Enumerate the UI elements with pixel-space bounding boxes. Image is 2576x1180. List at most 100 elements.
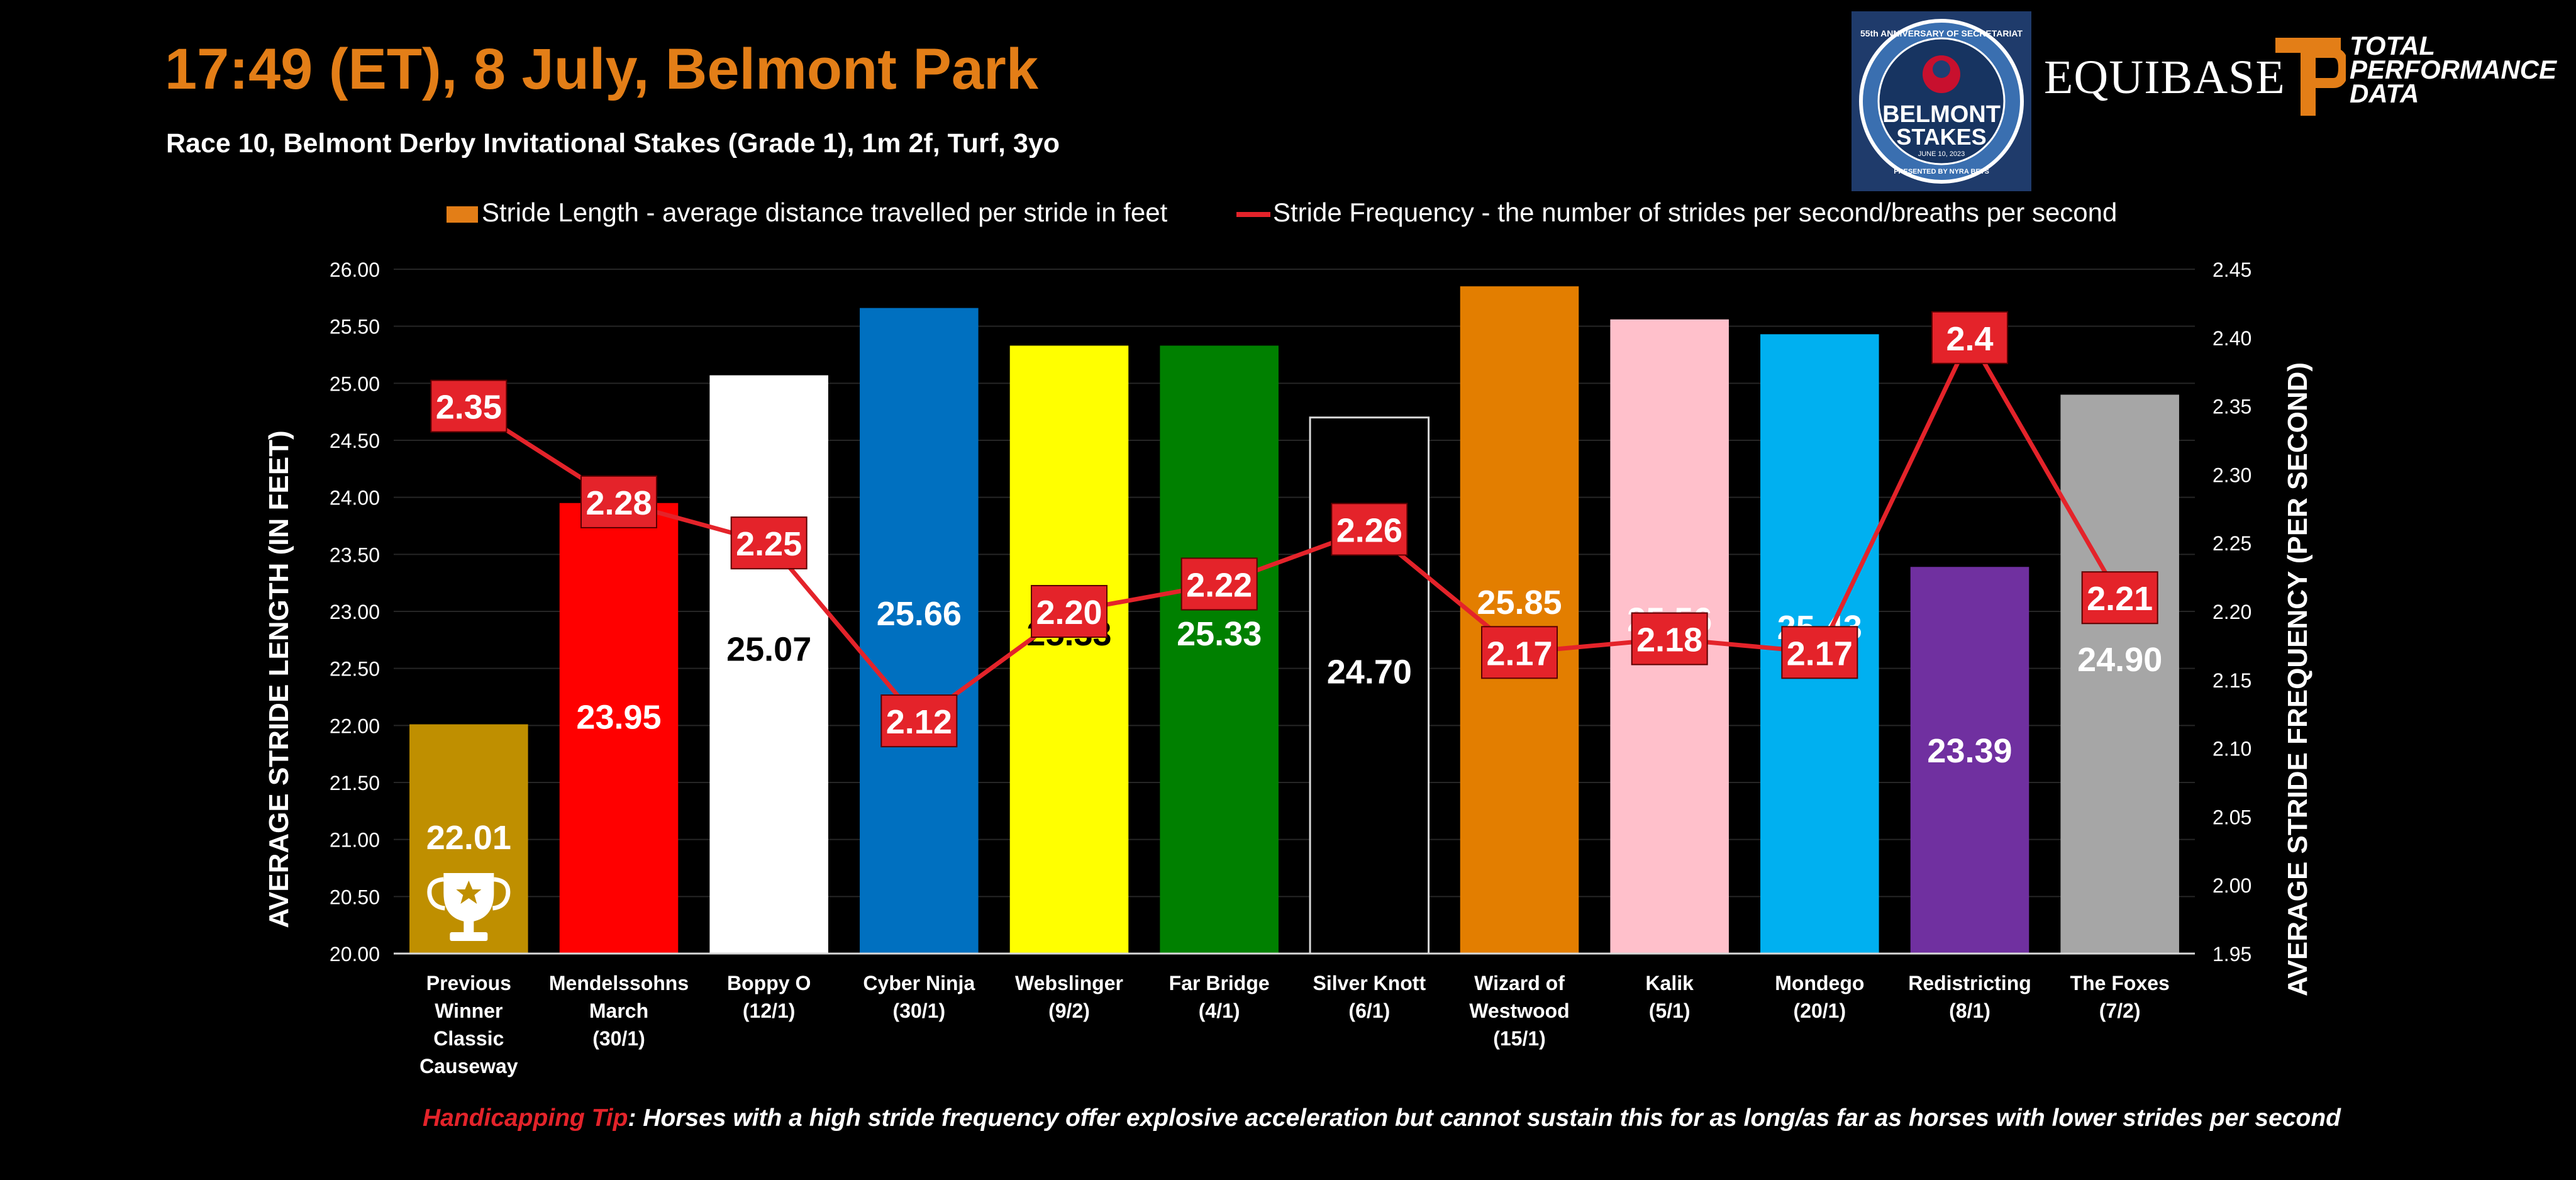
frequency-point-label: 2.17 <box>1787 635 1853 672</box>
x-tick-label-line: (30/1) <box>893 999 946 1022</box>
legend-bar-label: Stride Length - average distance travell… <box>482 198 1168 227</box>
y-tick-label: 24.00 <box>330 487 380 509</box>
x-tick-label: Kalik (5/1) <box>1645 972 1694 1022</box>
y2-tick-label: 2.00 <box>2212 874 2251 897</box>
trophy-handle-left <box>427 877 445 911</box>
frequency-point-label: 2.35 <box>436 389 502 426</box>
y-tick-label: 21.00 <box>330 829 380 852</box>
x-tick-label-line: (12/1) <box>743 999 796 1022</box>
bar-value-label: 25.33 <box>1177 615 1262 653</box>
legend-bar-swatch <box>447 206 478 223</box>
bar <box>2060 394 2179 954</box>
frequency-point-box <box>1781 626 1858 679</box>
frequency-point-label: 2.22 <box>1186 566 1252 604</box>
frequency-point-box <box>580 475 657 528</box>
frequency-point-label: 2.20 <box>1036 594 1102 632</box>
trophy-icon <box>427 873 511 941</box>
x-tick-label-line: The Foxes <box>2070 972 2170 994</box>
belmont-stakes-logo: 55th ANNIVERSARY OF SECRETARIAT BELMONT … <box>1852 11 2031 191</box>
legend-line-label: Stride Frequency - the number of strides… <box>1273 198 2118 227</box>
x-tick-label: Mendelssohns March (30/1) <box>549 972 689 1050</box>
x-tick-label-line: (9/2) <box>1048 999 1090 1022</box>
frequency-point-box <box>1180 557 1258 611</box>
trophy-base <box>450 932 488 941</box>
bar <box>1009 345 1129 954</box>
bar <box>709 375 828 954</box>
x-tick-label: Boppy O (12/1) <box>727 972 811 1022</box>
y2-tick-label: 2.35 <box>2212 396 2251 418</box>
x-tick-label-line: Far Bridge <box>1169 972 1270 994</box>
x-labels-layer: Previous Winner Classic Causeway Mendelssohn… <box>419 972 2170 1077</box>
x-tick-label-line: (6/1) <box>1348 999 1390 1022</box>
frequency-point-label: 2.18 <box>1636 621 1702 659</box>
x-tick-label: Silver Knott (6/1) <box>1313 972 1426 1022</box>
x-tick-label: Webslinger (9/2) <box>1015 972 1123 1022</box>
frequency-point-label: 2.21 <box>2087 580 2153 618</box>
tpd-logo-mark-icon <box>2270 31 2349 123</box>
frequency-point-box <box>1031 585 1108 638</box>
x-tick-label-line: (30/1) <box>592 1027 645 1050</box>
legend-line-swatch <box>1236 212 1270 217</box>
bar <box>1910 567 2029 954</box>
x-tick-label-line: Classic <box>433 1027 504 1050</box>
x-tick-label-line: Webslinger <box>1015 972 1123 994</box>
x-tick-label-line: Cyber Ninja <box>863 972 975 994</box>
y2-tick-label: 1.95 <box>2212 943 2251 966</box>
bar <box>860 308 979 954</box>
frequency-point-box <box>1631 612 1708 665</box>
bar-labels-layer: 22.0123.9525.0725.6625.3325.3324.7025.85… <box>426 584 2162 857</box>
bar <box>559 503 679 954</box>
frequency-point-label: 2.25 <box>736 525 802 563</box>
x-tick-label: Previous Winner Classic Causeway <box>419 972 518 1077</box>
x-tick-label-line: Mondego <box>1775 972 1864 994</box>
tpd-line-2: PERFORMANCE <box>2350 55 2557 84</box>
y-tick-label: 21.50 <box>330 772 380 794</box>
frequency-point-box <box>2081 571 2158 625</box>
x-tick-label-line: Causeway <box>419 1055 518 1077</box>
page-title: 17:49 (ET), 8 July, Belmont Park <box>165 37 1038 101</box>
frequency-point-box <box>1931 311 2008 364</box>
y2-tick-label: 2.40 <box>2212 327 2251 350</box>
x-tick-label-line: Kalik <box>1645 972 1694 994</box>
y2-tick-label: 2.45 <box>2212 259 2251 281</box>
trophy-stem <box>464 921 474 932</box>
bars-layer <box>409 286 2179 955</box>
tpd-line-3: DATA <box>2350 79 2419 108</box>
belmont-logo-date: JUNE 10, 2023 <box>1918 150 1965 158</box>
x-tick-label: Redistricting (8/1) <box>1908 972 2031 1022</box>
y-axis-title: AVERAGE STRIDE LENGTH (IN FEET) <box>264 430 294 928</box>
x-tick-label-line: (20/1) <box>1794 999 1846 1022</box>
x-tick-label: Far Bridge (4/1) <box>1169 972 1270 1022</box>
belmont-ring-top: 55th ANNIVERSARY OF SECRETARIAT <box>1860 28 2023 38</box>
y-tick-label: 25.00 <box>330 372 380 395</box>
x-tick-label-line: (8/1) <box>1949 999 1990 1022</box>
tip-label: Handicapping Tip <box>423 1105 628 1132</box>
frequency-point-label: 2.12 <box>886 703 952 741</box>
y-tick-label: 20.50 <box>330 886 380 908</box>
x-tick-label-line: Mendelssohns <box>549 972 689 994</box>
x-tick-label-line: March <box>589 999 648 1022</box>
frequency-point-label: 2.4 <box>1946 320 1993 358</box>
belmont-ring-bottom: PRESENTED BY NYRA BETS <box>1894 168 1989 175</box>
y-tick-label: 26.00 <box>330 259 380 281</box>
y2-tick-label: 2.25 <box>2212 532 2251 555</box>
bar-value-label: 22.01 <box>426 819 511 857</box>
y2-tick-label: 2.30 <box>2212 464 2251 486</box>
y2-tick-label: 2.20 <box>2212 601 2251 623</box>
y-tick-label: 23.00 <box>330 601 380 623</box>
x-tick-label-line: Boppy O <box>727 972 811 994</box>
tpd-line-1: TOTAL <box>2350 31 2436 60</box>
equibase-logo: EQUIBASE <box>2044 51 2285 104</box>
belmont-logo-line2: STAKES <box>1896 124 1986 150</box>
bar-value-label: 23.95 <box>576 698 661 736</box>
bar-value-label: 24.70 <box>1327 653 1412 691</box>
x-tick-label-line: Wizard of <box>1474 972 1565 994</box>
bar-value-label: 25.07 <box>726 631 811 669</box>
x-tick-label-line: (4/1) <box>1199 999 1240 1022</box>
frequency-point-label: 2.26 <box>1336 511 1402 549</box>
bar <box>1160 345 1279 954</box>
y-tick-label: 25.50 <box>330 316 380 338</box>
x-tick-label-line: Winner <box>435 999 502 1022</box>
y2-axis-title: AVERAGE STRIDE FREQUENCY (PER SECOND) <box>2282 362 2313 996</box>
frequency-point-box <box>1331 503 1408 556</box>
